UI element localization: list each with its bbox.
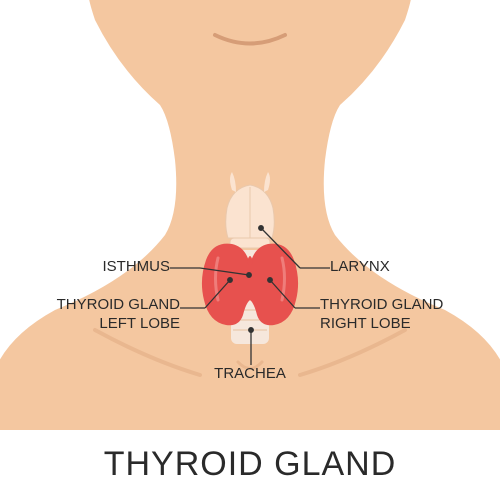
anatomy-illustration [0,0,500,500]
label-isthmus: ISTHMUS [103,258,171,277]
main-title: THYROID GLAND [0,445,500,484]
label-larynx: LARYNX [330,258,390,277]
label-right-lobe: THYROID GLAND RIGHT LOBE [320,296,443,334]
label-left-lobe: THYROID GLAND LEFT LOBE [57,296,180,334]
label-trachea: TRACHEA [0,365,500,384]
